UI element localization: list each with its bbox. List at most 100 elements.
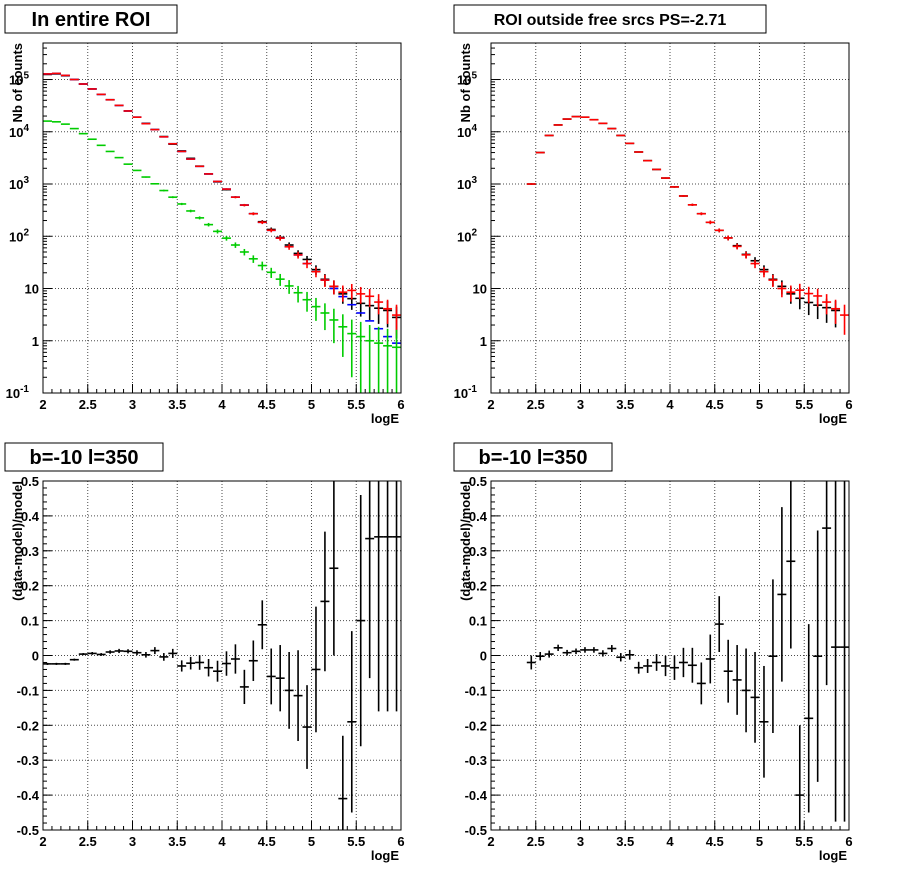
y-tick-label: 0 <box>480 649 487 664</box>
data-point <box>78 653 88 656</box>
y-tick-label: 1 <box>480 334 487 349</box>
data-point <box>105 150 115 153</box>
data-point <box>356 286 366 304</box>
data-point <box>293 285 303 303</box>
x-tick-label: 6 <box>397 834 404 849</box>
y-tick-label: -0.4 <box>17 788 40 803</box>
data-point <box>51 662 61 665</box>
data-point <box>374 481 384 712</box>
data-point <box>195 655 205 670</box>
y-tick-label: -0.3 <box>465 753 487 768</box>
x-tick-label: 5 <box>308 834 315 849</box>
data-point <box>795 283 805 299</box>
data-point <box>687 203 697 206</box>
data-point <box>535 151 545 154</box>
data-point <box>266 267 276 278</box>
y-tick-label: 0.3 <box>469 544 487 559</box>
data-point <box>213 180 222 183</box>
data-point <box>87 138 97 141</box>
y-tick-label: 10-1 <box>6 384 30 401</box>
x-tick-label: 2 <box>39 397 46 412</box>
y-tick-label: 104 <box>457 123 477 140</box>
data-point <box>804 286 814 304</box>
x-tick-label: 2.5 <box>79 834 97 849</box>
data-point <box>239 203 249 207</box>
data-point <box>795 725 805 830</box>
data-point <box>714 228 724 233</box>
data-point <box>598 650 608 657</box>
data-point <box>222 188 231 190</box>
data-point <box>822 294 832 315</box>
data-point <box>804 624 814 813</box>
data-point <box>661 177 670 179</box>
data-point <box>96 144 106 147</box>
data-point <box>329 280 339 295</box>
data-point <box>526 183 536 185</box>
data-point <box>714 596 724 653</box>
data-point <box>320 274 330 287</box>
x-tick-label: 3.5 <box>616 397 634 412</box>
data-point <box>786 481 796 649</box>
data-point <box>374 294 384 315</box>
data-point <box>275 235 285 241</box>
data-point <box>60 662 70 665</box>
data-point <box>616 653 626 662</box>
data-point <box>186 158 196 160</box>
data-point <box>87 652 97 655</box>
x-axis-label: logE <box>819 848 847 863</box>
data-point <box>723 235 733 241</box>
y-tick-label: -0.2 <box>465 718 487 733</box>
data-point <box>822 481 832 686</box>
y-tick-label: 0.3 <box>21 544 39 559</box>
data-point <box>777 282 787 298</box>
data-point <box>329 308 339 344</box>
data-point <box>141 652 151 658</box>
data-point <box>159 189 169 192</box>
data-point <box>302 291 312 312</box>
data-point <box>230 644 240 674</box>
plot-frame <box>42 42 402 394</box>
y-tick-label: 10-1 <box>454 384 478 401</box>
title-box <box>4 4 178 34</box>
x-tick-label: 3.5 <box>168 834 186 849</box>
data-point <box>741 251 751 259</box>
plot-frame <box>490 480 850 831</box>
data-point <box>230 196 240 199</box>
data-point <box>311 297 321 321</box>
data-point <box>284 280 294 294</box>
x-tick-label: 3.5 <box>616 834 634 849</box>
data-point <box>311 267 321 278</box>
data-point <box>670 655 679 680</box>
y-tick-label: 104 <box>9 123 29 140</box>
x-tick-label: 5 <box>756 397 763 412</box>
data-point <box>248 212 258 216</box>
data-point <box>69 658 79 661</box>
x-tick-label: 2.5 <box>527 834 545 849</box>
data-series-3 <box>43 72 401 335</box>
title-box <box>453 442 613 472</box>
data-point <box>347 283 357 300</box>
y-tick-label: -0.1 <box>17 683 39 698</box>
data-point <box>320 531 330 672</box>
x-tick-label: 2.5 <box>527 397 545 412</box>
data-point <box>607 645 617 653</box>
y-axis-label: Nb of counts <box>458 43 473 122</box>
data-point <box>222 651 231 676</box>
data-point <box>248 640 258 681</box>
data-point <box>696 662 706 705</box>
data-point <box>132 169 142 172</box>
data-point <box>311 606 321 733</box>
data-point <box>634 661 644 674</box>
chart-panel-2: 2 2.5 3 3.5 4 4.5 5 5.5 6 10-1 1 10 102 103 104 105 logE… <box>453 4 853 426</box>
data-series-2 <box>526 115 849 335</box>
data-point <box>204 658 214 677</box>
x-axis-label: logE <box>819 411 847 426</box>
data-point <box>320 303 330 331</box>
y-tick-label: 0.2 <box>469 579 487 594</box>
y-tick-label: 0.5 <box>21 474 39 489</box>
data-point <box>347 631 357 813</box>
y-axis-label: (data-model)/model <box>458 481 473 601</box>
data-point <box>571 648 581 655</box>
x-axis-label: logE <box>371 411 399 426</box>
